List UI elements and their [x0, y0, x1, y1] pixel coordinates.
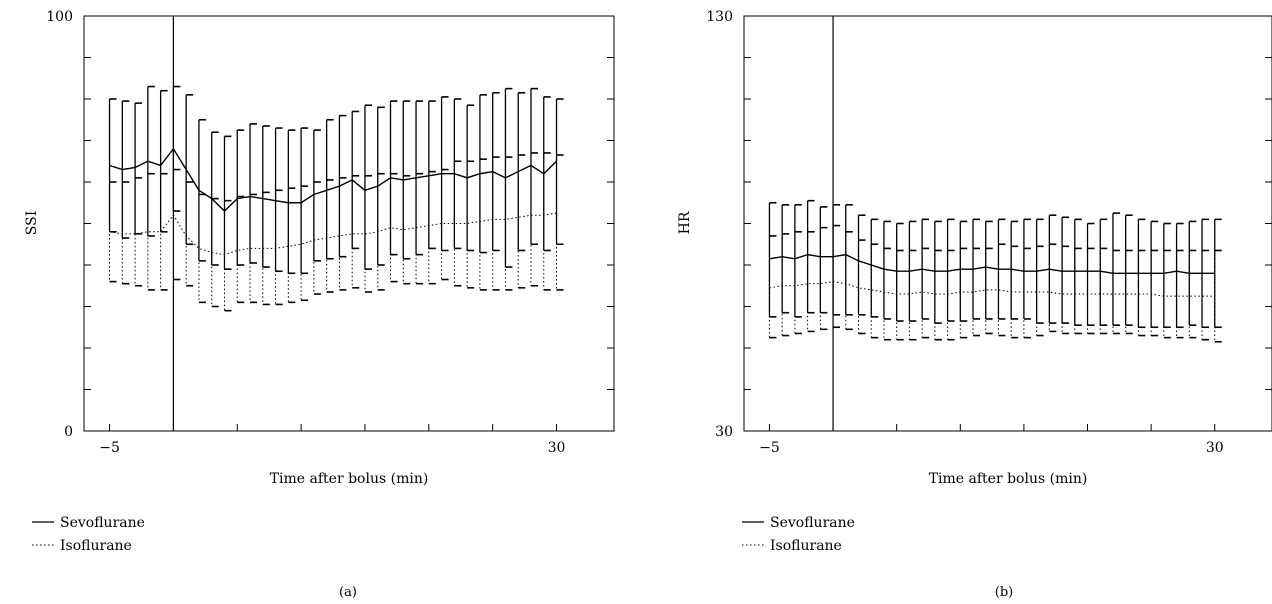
- x-tick-label: −5: [759, 440, 780, 456]
- plot-frame: [743, 15, 1272, 432]
- chart-panel-a: −5 30 0 100 Time after bolus (min) SSI Sevoflu…: [24, 9, 615, 600]
- series-sevoflurane: [108, 85, 564, 275]
- legend: Sevoflurane Isoflurane: [32, 515, 145, 554]
- y-tick-label: 30: [715, 424, 733, 440]
- series-line: [109, 212, 557, 256]
- legend-label-sevoflurane: Sevoflurane: [60, 515, 145, 531]
- series-line: [769, 281, 1215, 297]
- series-line: [109, 147, 558, 213]
- x-axis-label: Time after bolus (min): [929, 471, 1088, 487]
- y-tick-label: 130: [706, 9, 733, 25]
- x-tick-label: 30: [1206, 440, 1224, 456]
- x-axis-label: Time after bolus (min): [270, 471, 429, 487]
- series-sevoflurane: [768, 199, 1222, 329]
- legend: Sevoflurane Isoflurane: [742, 515, 855, 554]
- plot-frame: [83, 15, 615, 432]
- x-tick-label: 30: [548, 440, 566, 456]
- y-axis-label: HR: [677, 211, 693, 234]
- panel-label: (a): [339, 585, 357, 600]
- y-tick-label: 0: [64, 424, 73, 440]
- series-isoflurane: [109, 152, 564, 312]
- legend-label-isoflurane: Isoflurane: [770, 538, 842, 554]
- legend-label-isoflurane: Isoflurane: [60, 538, 132, 554]
- series-line: [769, 253, 1215, 274]
- panel-label: (b): [995, 585, 1013, 600]
- y-axis-label: SSI: [24, 211, 40, 235]
- legend-label-sevoflurane: Sevoflurane: [770, 515, 855, 531]
- chart-panel-b: −5 30 30 130 Time after bolus (min) HR Sevoflu…: [677, 9, 1272, 600]
- y-tick-label: 100: [46, 9, 73, 25]
- x-tick-label: −5: [99, 440, 120, 456]
- series-isoflurane: [768, 224, 1222, 343]
